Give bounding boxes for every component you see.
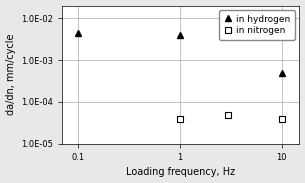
Line: in nitrogen: in nitrogen	[177, 112, 284, 121]
X-axis label: Loading frequency, Hz: Loading frequency, Hz	[126, 167, 235, 178]
Legend: in hydrogen, in nitrogen: in hydrogen, in nitrogen	[219, 10, 295, 40]
in hydrogen	[76, 32, 80, 34]
in hydrogen	[178, 34, 181, 36]
in nitrogen	[226, 113, 230, 116]
in nitrogen	[178, 117, 181, 120]
Line: in hydrogen: in hydrogen	[75, 30, 285, 76]
in hydrogen	[280, 72, 283, 74]
in nitrogen	[280, 117, 283, 120]
Y-axis label: da/dn, mm/cycle: da/dn, mm/cycle	[5, 34, 16, 115]
